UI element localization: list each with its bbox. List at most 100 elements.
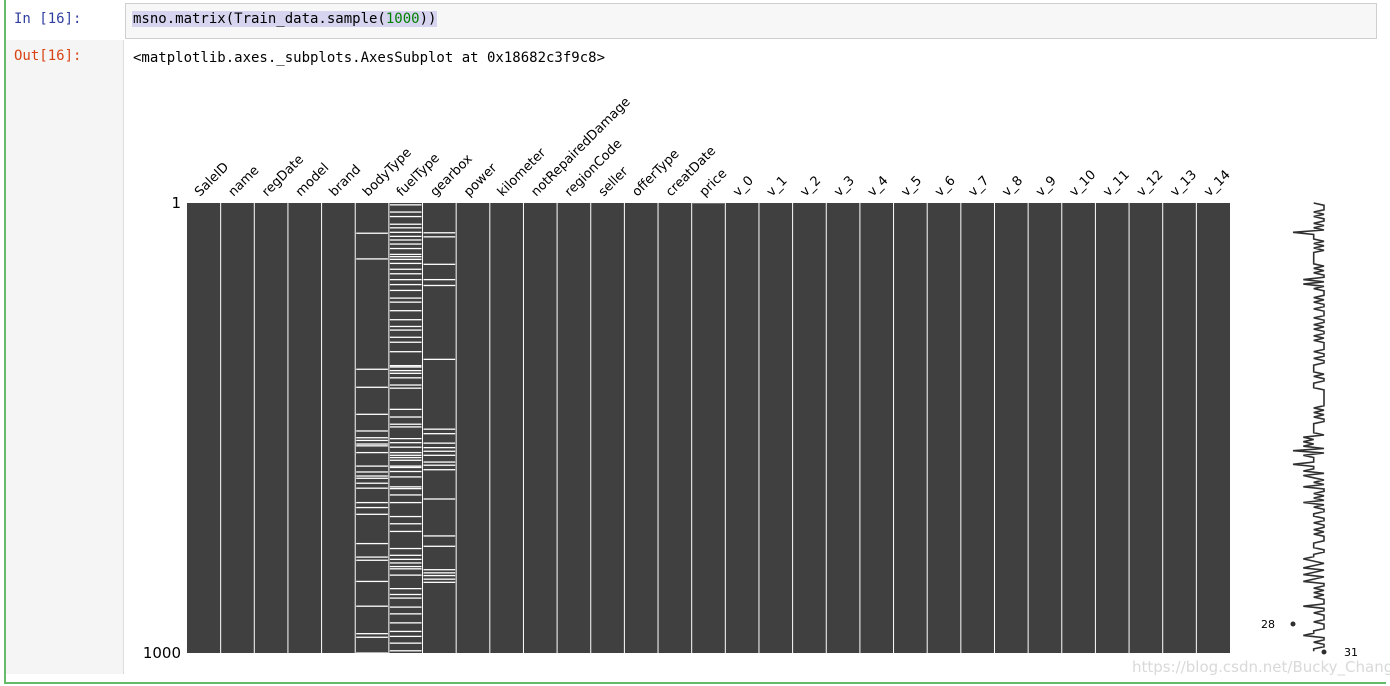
missing-mark-fuelType xyxy=(389,372,422,374)
sparkline-max-label: 31 xyxy=(1344,646,1358,659)
missing-mark-fuelType xyxy=(389,562,422,564)
missing-mark-fuelType xyxy=(389,486,422,488)
missing-mark-gearbox xyxy=(423,454,456,456)
column-label-v_14: v_14 xyxy=(1201,167,1233,199)
missing-mark-bodyType xyxy=(356,475,388,477)
watermark: https://blog.csdn.net/Bucky_Chang xyxy=(1132,658,1390,676)
column-label-SaleID: SaleID xyxy=(192,160,232,200)
column-label-v_8: v_8 xyxy=(1000,173,1026,199)
missing-mark-gearbox xyxy=(423,535,456,537)
missing-mark-fuelType xyxy=(389,223,422,225)
missing-mark-fuelType xyxy=(389,446,422,448)
missing-mark-fuelType xyxy=(389,451,422,454)
missing-mark-gearbox xyxy=(423,428,456,430)
missing-mark-fuelType xyxy=(389,459,422,461)
missing-mark-fuelType xyxy=(389,442,422,444)
missing-mark-gearbox xyxy=(423,574,456,577)
missing-mark-fuelType xyxy=(389,593,422,596)
missing-mark-fuelType xyxy=(389,253,422,256)
missing-mark-fuelType xyxy=(389,278,422,281)
cell-output-area: <matplotlib.axes._subplots.AxesSubplot a… xyxy=(125,40,1382,674)
missing-mark-bodyType xyxy=(356,437,388,439)
missing-mark-fuelType xyxy=(389,565,422,568)
missing-mark-fuelType xyxy=(389,426,422,428)
missing-mark-fuelType xyxy=(389,262,422,265)
missing-mark-fuelType xyxy=(389,310,422,312)
missing-mark-gearbox xyxy=(423,263,456,265)
missing-mark-gearbox xyxy=(423,572,456,574)
missing-mark-fuelType xyxy=(389,465,422,467)
missing-mark-gearbox xyxy=(423,581,456,583)
missing-mark-fuelType xyxy=(389,454,422,456)
column-label-v_10: v_10 xyxy=(1067,167,1099,199)
missing-mark-fuelType xyxy=(389,258,422,261)
missing-mark-gearbox xyxy=(423,498,456,500)
missing-mark-gearbox xyxy=(423,442,456,444)
missing-mark-fuelType xyxy=(389,622,422,624)
missing-mark-fuelType xyxy=(389,283,422,286)
missing-mark-gearbox xyxy=(423,446,456,449)
missing-mark-fuelType xyxy=(389,384,422,386)
code-line[interactable]: msno.matrix(Train_data.sample(1000)) xyxy=(132,11,438,27)
y-tick-label-bottom: 1000 xyxy=(143,644,181,662)
column-label-name: name xyxy=(226,163,263,200)
missing-mark-bodyType xyxy=(356,636,388,638)
missing-mark-fuelType xyxy=(389,408,422,411)
missing-mark-bodyType xyxy=(356,413,388,415)
missing-mark-fuelType xyxy=(389,369,422,372)
missing-mark-gearbox xyxy=(423,433,456,435)
missing-mark-bodyType xyxy=(356,580,388,583)
missing-mark-fuelType xyxy=(389,256,422,258)
missing-mark-gearbox xyxy=(423,358,456,361)
missing-mark-fuelType xyxy=(389,635,422,638)
missing-mark-gearbox xyxy=(423,545,456,547)
missing-mark-fuelType xyxy=(389,227,422,229)
missing-mark-fuelType xyxy=(389,377,422,379)
column-label-v_12: v_12 xyxy=(1134,167,1166,199)
missing-mark-fuelType xyxy=(389,319,422,321)
missing-mark-fuelType xyxy=(389,606,422,608)
column-label-v_6: v_6 xyxy=(932,173,958,199)
missing-mark-fuelType xyxy=(389,366,422,368)
missing-mark-fuelType xyxy=(389,501,422,504)
output-repr: <matplotlib.axes._subplots.AxesSubplot a… xyxy=(133,50,606,66)
missing-mark-bodyType xyxy=(356,605,388,607)
missing-mark-fuelType xyxy=(389,247,422,250)
code-suffix: )) xyxy=(419,11,437,27)
missing-mark-fuelType xyxy=(389,215,422,218)
missing-mark-fuelType xyxy=(389,437,422,440)
missing-mark-gearbox xyxy=(423,461,456,463)
missing-mark-fuelType xyxy=(389,301,422,303)
missing-mark-fuelType xyxy=(389,523,422,525)
missing-mark-fuelType xyxy=(389,365,422,367)
missing-mark-fuelType xyxy=(389,597,422,599)
missing-mark-fuelType xyxy=(389,416,422,418)
missing-mark-bodyType xyxy=(356,451,388,454)
missing-mark-fuelType xyxy=(389,329,422,331)
sparkline-max-marker xyxy=(1321,649,1327,655)
missing-mark-price xyxy=(692,201,725,204)
column-label-v_1: v_1 xyxy=(764,173,790,199)
column-label-v_0: v_0 xyxy=(730,173,756,199)
missing-mark-gearbox xyxy=(423,578,456,580)
missing-mark-gearbox xyxy=(423,284,456,287)
missing-mark-fuelType xyxy=(389,547,422,550)
column-label-v_5: v_5 xyxy=(899,173,925,199)
column-label-v_3: v_3 xyxy=(831,173,857,199)
missing-mark-gearbox xyxy=(423,450,456,452)
column-label-v_4: v_4 xyxy=(865,173,891,199)
code-number: 1000 xyxy=(385,11,420,27)
missing-mark-bodyType xyxy=(356,556,388,558)
missing-mark-fuelType xyxy=(389,494,422,496)
missing-mark-fuelType xyxy=(389,650,422,652)
column-label-v_7: v_7 xyxy=(966,173,992,199)
matrix-background xyxy=(187,203,1230,653)
completeness-sparkline xyxy=(1292,202,1325,652)
missing-mark-bodyType xyxy=(356,430,388,432)
code-input-area[interactable]: msno.matrix(Train_data.sample(1000)) xyxy=(125,3,1377,39)
missing-mark-fuelType xyxy=(389,235,422,238)
missing-mark-fuelType xyxy=(389,613,422,615)
missing-mark-fuelType xyxy=(389,558,422,561)
missing-mark-bodyType xyxy=(356,506,388,509)
missing-mark-bodyType xyxy=(356,652,388,654)
